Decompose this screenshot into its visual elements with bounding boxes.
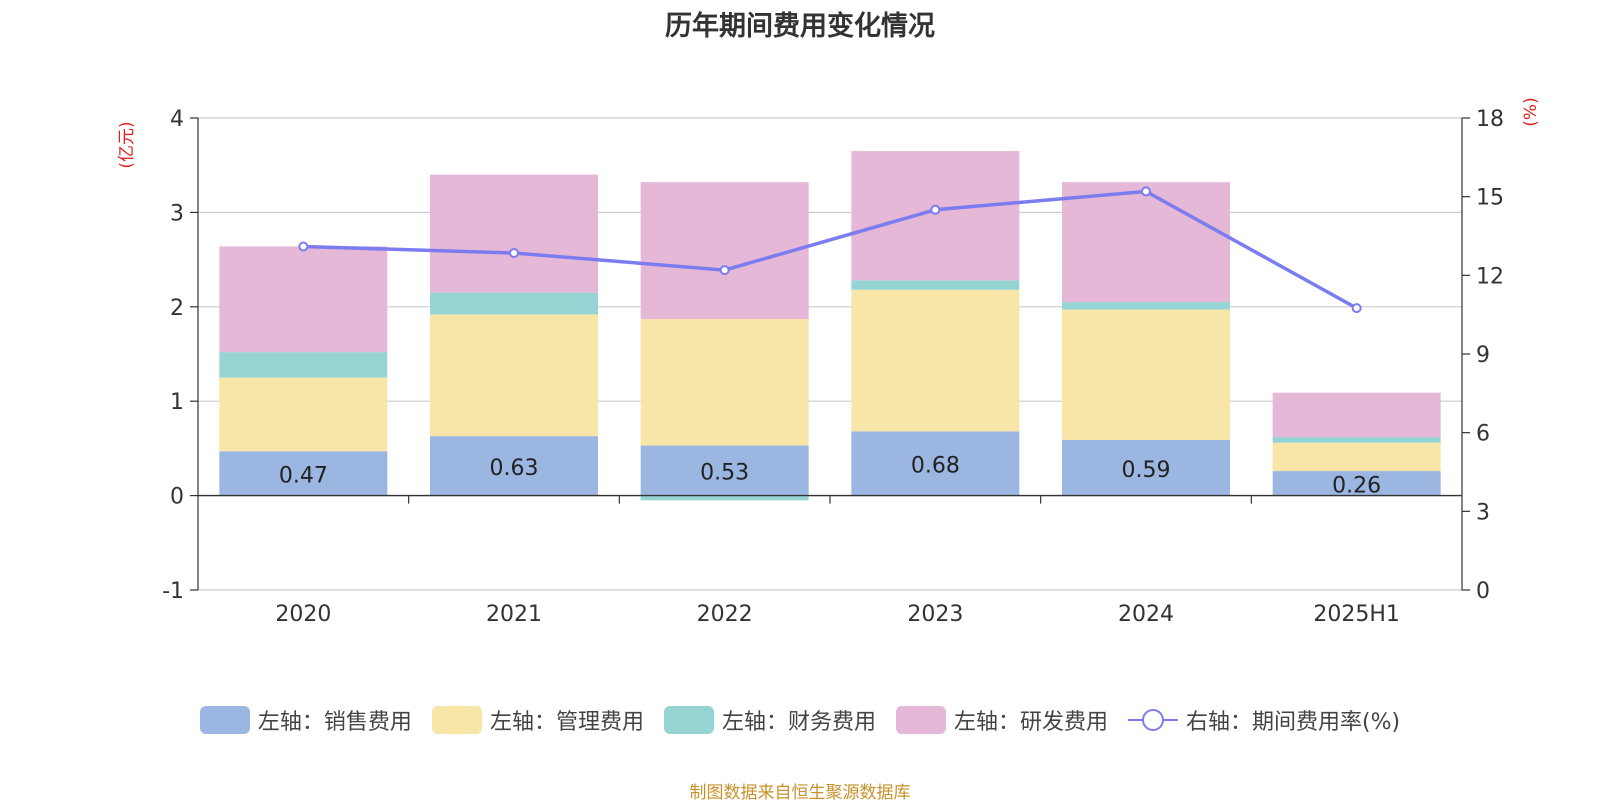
x-tick-label: 2024 <box>1118 602 1174 627</box>
right-tick-label: 15 <box>1476 186 1504 211</box>
bar-左轴管理费用-2023 <box>851 289 1020 432</box>
bar-左轴财务费用-2022 <box>640 495 809 501</box>
bar-左轴销售费用-2025H1 <box>1272 471 1441 496</box>
right-tick-label: 12 <box>1476 264 1504 289</box>
expense-rate-point <box>1351 303 1362 314</box>
legend-item[interactable]: 右轴：期间费用率(%) <box>1127 704 1401 736</box>
legend-item[interactable]: 左轴：研发费用 <box>895 704 1108 736</box>
left-tick-label: 4 <box>170 107 184 132</box>
bar-左轴财务费用-2024 <box>1062 302 1230 310</box>
bar-左轴管理费用-2020 <box>219 377 388 452</box>
legend-label: 左轴：研发费用 <box>953 710 1108 735</box>
legend-line-marker-icon <box>1127 709 1178 731</box>
legend-swatch <box>663 706 714 734</box>
bar-左轴管理费用-2025H1 <box>1272 442 1441 472</box>
bar-左轴管理费用-2021 <box>430 314 598 437</box>
right-tick-label: 9 <box>1476 343 1490 368</box>
bar-data-label: 0.59 <box>1122 458 1171 483</box>
bar-data-label: 0.53 <box>700 461 749 486</box>
legend-label: 右轴：期间费用率(%) <box>1185 710 1401 735</box>
chart-legend: 左轴：销售费用 左轴：管理费用 左轴：财务费用 左轴：研发费用 右轴：期间费用率(%) <box>0 704 1600 736</box>
x-tick-label: 2022 <box>697 602 753 627</box>
expense-rate-point <box>298 241 309 252</box>
bar-data-label: 0.26 <box>1332 473 1381 498</box>
bar-左轴销售费用-2020 <box>219 451 388 496</box>
right-tick-label: 0 <box>1476 579 1490 604</box>
x-tick-label: 2020 <box>275 602 331 627</box>
bar-左轴财务费用-2021 <box>430 292 598 315</box>
legend-swatch <box>199 706 250 734</box>
x-tick-label: 2025H1 <box>1313 602 1400 627</box>
bar-左轴销售费用-2024 <box>1062 439 1230 496</box>
bar-左轴研发费用-2021 <box>430 174 598 293</box>
legend-item[interactable]: 左轴：管理费用 <box>431 704 644 736</box>
bar-data-label: 0.47 <box>279 463 328 488</box>
bar-左轴销售费用-2021 <box>430 436 598 496</box>
expense-rate-point <box>719 265 730 276</box>
bar-左轴销售费用-2023 <box>851 431 1020 496</box>
x-tick-label: 2021 <box>486 602 542 627</box>
right-tick-label: 3 <box>1476 500 1490 525</box>
x-tick-label: 2023 <box>907 602 963 627</box>
bar-左轴财务费用-2020 <box>219 352 388 378</box>
expense-rate-point <box>509 248 519 259</box>
legend-swatch <box>895 706 946 734</box>
expense-rate-line <box>303 189 1358 310</box>
expense-rate-point <box>1141 186 1151 197</box>
bar-左轴管理费用-2022 <box>640 319 809 446</box>
legend-item[interactable]: 左轴：销售费用 <box>199 704 412 736</box>
bar-左轴研发费用-2022 <box>640 182 809 320</box>
bar-左轴管理费用-2024 <box>1062 309 1230 440</box>
left-tick-label: -1 <box>162 579 184 604</box>
left-tick-label: 0 <box>170 485 184 510</box>
legend-label: 左轴：财务费用 <box>721 710 876 735</box>
left-tick-label: 1 <box>170 390 184 415</box>
bar-左轴财务费用-2023 <box>851 280 1020 290</box>
chart-title: 历年期间费用变化情况 <box>665 11 935 42</box>
legend-swatch <box>431 706 482 734</box>
expense-rate-point <box>930 204 941 215</box>
bar-左轴研发费用-2025H1 <box>1272 392 1441 438</box>
right-axis-unit-label: (%) <box>1521 97 1541 126</box>
bar-data-label: 0.68 <box>911 454 960 479</box>
legend-label: 左轴：销售费用 <box>257 710 412 735</box>
bar-data-label: 0.63 <box>490 456 539 481</box>
right-tick-label: 18 <box>1476 107 1504 132</box>
bar-左轴研发费用-2020 <box>219 246 388 353</box>
bar-左轴销售费用-2022 <box>640 445 809 496</box>
right-tick-label: 6 <box>1476 422 1490 447</box>
left-tick-label: 3 <box>170 201 184 226</box>
data-source-note: 制图数据来自恒生聚源数据库 <box>689 783 911 803</box>
bar-左轴研发费用-2024 <box>1062 182 1230 303</box>
left-tick-label: 2 <box>170 296 184 321</box>
bar-左轴财务费用-2025H1 <box>1272 437 1441 443</box>
left-axis-unit-label: (亿元) <box>117 121 137 168</box>
legend-label: 左轴：管理费用 <box>489 710 644 735</box>
legend-item[interactable]: 左轴：财务费用 <box>663 704 876 736</box>
bar-左轴研发费用-2023 <box>851 151 1020 281</box>
